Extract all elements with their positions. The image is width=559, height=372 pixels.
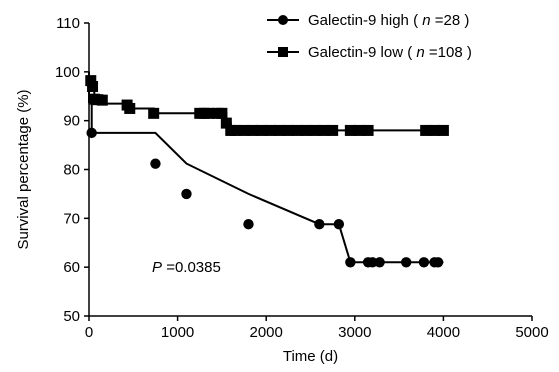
legend-item-low: Galectin-9 low ( n =108 ) bbox=[267, 44, 472, 61]
legend-series-name-low: Galectin-9 low bbox=[308, 44, 403, 61]
legend: Galectin-9 high ( n =28 ) Galectin-9 low… bbox=[267, 12, 472, 61]
survival-line-high bbox=[88, 71, 444, 264]
x-axis-title: Time (d) bbox=[283, 348, 338, 365]
y-tick-label: 50 bbox=[63, 308, 80, 325]
censor-marker-low bbox=[300, 124, 312, 136]
censor-marker-low bbox=[229, 124, 241, 136]
censor-marker-low bbox=[353, 124, 365, 136]
legend-marker-high bbox=[278, 15, 288, 25]
censor-marker-high bbox=[345, 257, 356, 268]
censor-marker-low bbox=[327, 124, 339, 136]
ticks: 0 1000 2000 3000 4000 5000 50 60 70 80 90 100 110 bbox=[55, 15, 549, 341]
censor-marker-low bbox=[282, 124, 294, 136]
censor-marker-low bbox=[220, 117, 232, 129]
legend-label-high: Galectin-9 high ( n =28 ) bbox=[308, 12, 469, 29]
y-tick-label: 90 bbox=[63, 113, 80, 130]
censor-marker-low bbox=[216, 107, 228, 119]
x-tick-label: 1000 bbox=[161, 324, 194, 341]
y-tick-label: 70 bbox=[63, 210, 80, 227]
legend-paren-close-high: ) bbox=[464, 12, 469, 29]
censor-marker-low bbox=[256, 124, 268, 136]
censor-marker-low bbox=[265, 124, 277, 136]
censor-marker-high bbox=[314, 218, 325, 230]
legend-n-value-low: =108 bbox=[429, 44, 463, 61]
censor-marker-low bbox=[291, 124, 303, 136]
censor-marker-high bbox=[400, 257, 412, 268]
censor-marker-low bbox=[148, 107, 160, 119]
censor-marker-high bbox=[418, 257, 430, 268]
legend-n-value-high: =28 bbox=[435, 12, 460, 29]
censor-marker-low bbox=[85, 75, 97, 87]
censor-marker-low bbox=[309, 124, 321, 136]
x-tick-label: 3000 bbox=[338, 324, 371, 341]
censor-marker-high bbox=[374, 257, 385, 268]
y-tick-label: 100 bbox=[55, 64, 80, 81]
legend-series-name-high: Galectin-9 high bbox=[308, 12, 409, 29]
p-value-annotation: P =0.0385 bbox=[152, 259, 221, 276]
survival-line-low bbox=[88, 71, 448, 132]
censor-marker-low bbox=[429, 124, 441, 136]
legend-paren-open-low: ( bbox=[407, 44, 412, 61]
censor-marker-high bbox=[333, 218, 345, 230]
legend-n-label-high: n bbox=[422, 12, 430, 29]
censor-marker-high bbox=[150, 158, 161, 169]
legend-item-high: Galectin-9 high ( n =28 ) bbox=[267, 12, 469, 29]
legend-paren-close-low: ) bbox=[467, 44, 472, 61]
censor-marker-low bbox=[273, 124, 285, 136]
censor-marker-low bbox=[247, 124, 259, 136]
x-tick-label: 0 bbox=[85, 324, 93, 341]
censor-marker-low bbox=[87, 80, 99, 92]
y-tick-label: 110 bbox=[56, 15, 80, 32]
x-tick-label: 4000 bbox=[427, 324, 460, 341]
censor-marker-high bbox=[243, 218, 254, 230]
censor-marker-low bbox=[124, 102, 136, 114]
legend-paren-open-high: ( bbox=[413, 12, 418, 29]
censor-marker-low bbox=[318, 124, 330, 136]
censor-marker-low bbox=[344, 124, 356, 136]
y-tick-label: 80 bbox=[63, 162, 80, 179]
censor-marker-high bbox=[432, 257, 444, 268]
censor-marker-low bbox=[437, 124, 449, 136]
p-value-number: =0.0385 bbox=[166, 259, 221, 276]
censor-marker-high bbox=[86, 127, 97, 139]
legend-n-label-low: n bbox=[416, 44, 424, 61]
legend-label-low: Galectin-9 low ( n =108 ) bbox=[308, 44, 472, 61]
censor-marker-low bbox=[420, 124, 432, 136]
p-value-symbol: P bbox=[152, 259, 162, 276]
censor-marker-low bbox=[362, 124, 374, 136]
censor-marker-low bbox=[238, 124, 250, 136]
y-tick-label: 60 bbox=[63, 259, 80, 276]
censor-marker-high bbox=[181, 188, 192, 200]
y-axis-title: Survival percentage (%) bbox=[15, 89, 32, 249]
x-tick-label: 2000 bbox=[250, 324, 283, 341]
censor-marker-low bbox=[96, 94, 108, 106]
x-tick-label: 5000 bbox=[515, 324, 548, 341]
legend-marker-low bbox=[278, 47, 288, 57]
censor-marker-low bbox=[203, 107, 215, 119]
survival-curves bbox=[85, 71, 449, 268]
